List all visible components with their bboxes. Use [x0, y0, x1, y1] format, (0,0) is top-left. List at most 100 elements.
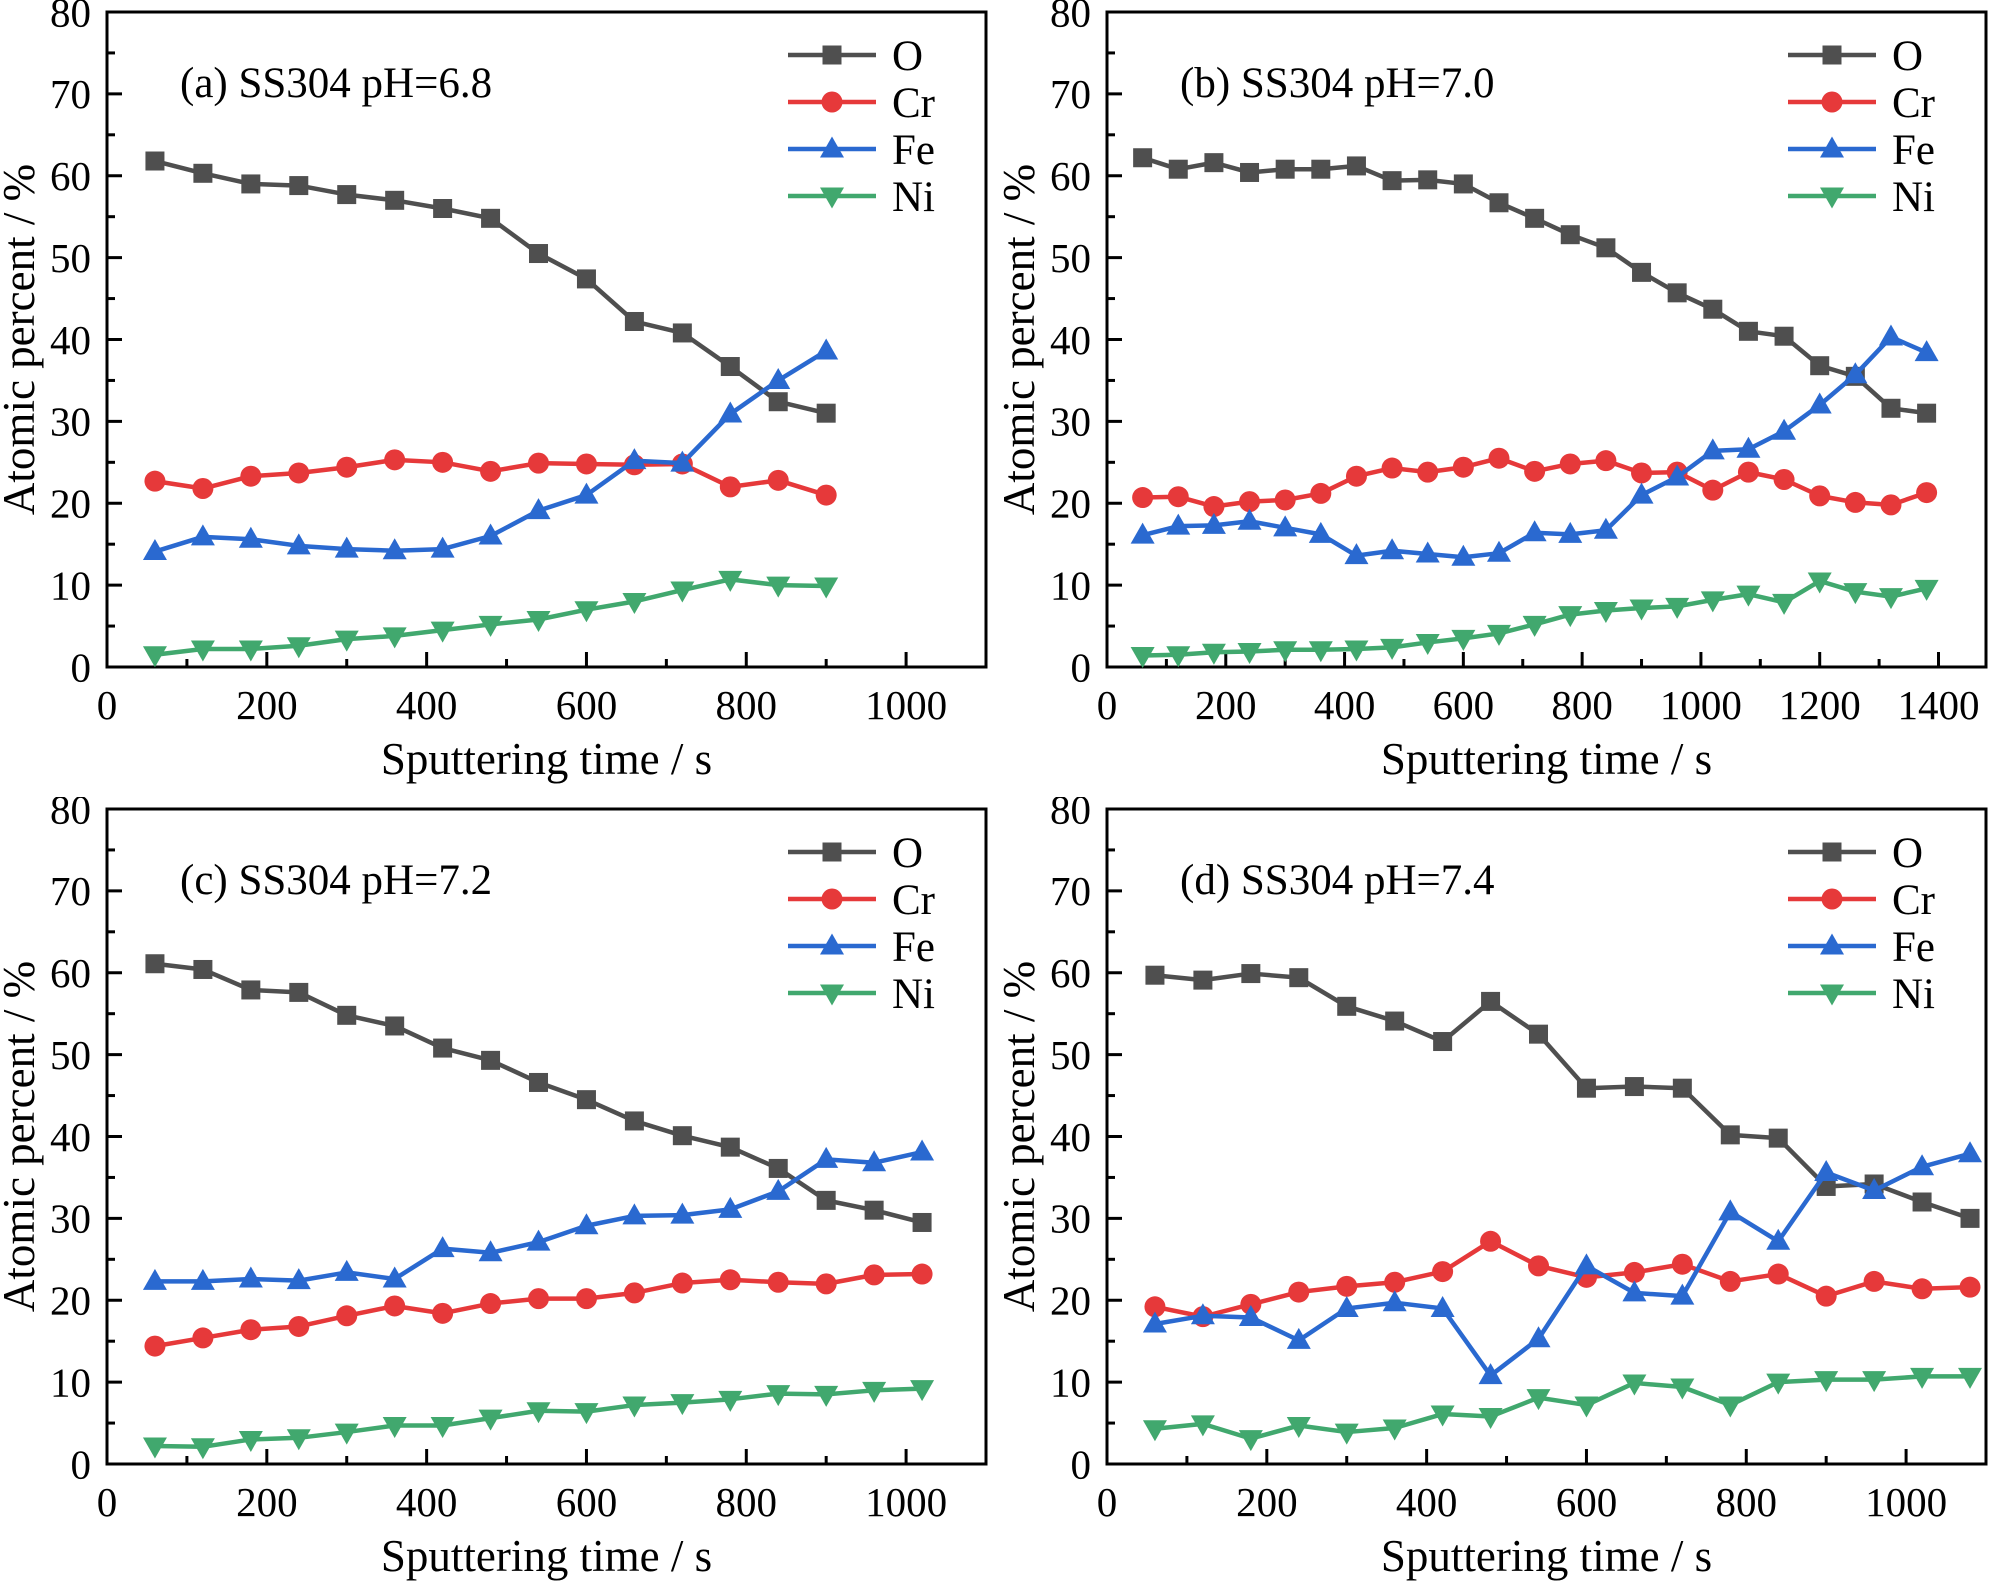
legend-marker-Cr [1821, 888, 1843, 910]
y-tick-label: 40 [50, 317, 91, 363]
series-O-point [624, 1111, 644, 1131]
series-Ni-point [622, 593, 647, 614]
series-Ni-point [1130, 647, 1155, 669]
y-tick-label: 0 [1071, 1441, 1092, 1487]
series-Cr-point [1167, 486, 1189, 508]
series-Fe-point [1142, 1311, 1167, 1333]
series-Fe-point [1914, 340, 1939, 362]
y-tick-label: 70 [50, 71, 91, 117]
series-Fe-point [526, 498, 551, 520]
legend-label-Fe: Fe [1892, 924, 1935, 971]
series-Fe-point [1736, 436, 1761, 458]
series-Fe-point [1286, 1327, 1311, 1349]
series-Cr-point [1623, 1261, 1645, 1283]
series-Ni-point [1574, 1396, 1599, 1418]
series-Fe-point [1334, 1295, 1359, 1317]
series-Fe-point [814, 1146, 839, 1168]
y-tick-label: 40 [1050, 317, 1091, 363]
x-tick-label: 800 [716, 682, 778, 728]
series-O-point [193, 163, 213, 183]
x-tick-label: 0 [1097, 1479, 1118, 1525]
series-Cr-point [1524, 460, 1546, 482]
series-Cr-point [336, 1305, 358, 1327]
series-Ni-point [1382, 1419, 1407, 1441]
series-O-line [154, 961, 923, 1225]
series-Fe-line [154, 349, 828, 554]
series-O-point [1289, 968, 1309, 988]
series-Ni-point [142, 646, 167, 668]
series-Fe-point [1430, 1295, 1455, 1317]
series-Fe-point [1622, 1280, 1647, 1302]
series-Cr-point [1916, 482, 1938, 504]
series-Cr-point [1203, 496, 1225, 518]
series-O-point [816, 1190, 836, 1210]
series-Fe-point [1700, 438, 1725, 460]
series-Fe-point [1574, 1253, 1599, 1275]
series-Cr-point [1719, 1270, 1741, 1292]
series-O-point [145, 151, 165, 171]
y-tick-label: 10 [1050, 1359, 1091, 1405]
series-Fe-point [1958, 1141, 1983, 1163]
x-tick-label: 400 [1396, 1479, 1458, 1525]
series-O-point [1912, 1192, 1932, 1212]
series-Cr-point [1240, 1293, 1262, 1315]
x-tick-label: 400 [1314, 682, 1376, 728]
series-Ni-point [334, 630, 359, 652]
series-Cr-point [1595, 450, 1617, 472]
series-Cr-point [767, 469, 789, 491]
series-Ni-point [1522, 615, 1547, 637]
series-O-point [672, 1126, 692, 1146]
series-Cr-point [192, 1327, 214, 1349]
series-O-point [1193, 970, 1213, 990]
series-O-point [624, 311, 644, 331]
series-Fe-point [718, 401, 743, 423]
y-tick-label: 60 [50, 950, 91, 996]
series-O-point [1481, 991, 1501, 1011]
series-O-point [1382, 171, 1402, 191]
x-tick-label: 600 [556, 682, 618, 728]
x-tick-label: 0 [97, 1479, 118, 1525]
series-O-point [720, 1137, 740, 1157]
series-Cr-point [1528, 1255, 1550, 1277]
series-Ni-point [1914, 579, 1939, 601]
series-Cr-point [1310, 482, 1332, 504]
series-Ni-point [286, 637, 311, 659]
x-axis-title: Sputtering time / s [1381, 1531, 1712, 1581]
series-Cr-point [1452, 456, 1474, 478]
series-O-point [145, 954, 165, 974]
series-Ni-point [190, 1438, 215, 1460]
series-Cr-point [815, 484, 837, 506]
x-tick-label: 1000 [1865, 1479, 1947, 1525]
series-Ni-point [574, 601, 599, 623]
series-Ni-point [430, 621, 455, 643]
series-O-point [337, 1005, 357, 1025]
series-Ni-point [1526, 1389, 1551, 1411]
x-axis-title: Sputtering time / s [1381, 734, 1712, 784]
series-Ni-point [1478, 1408, 1503, 1430]
series-Ni-point [526, 1402, 551, 1424]
series-O-point [1346, 156, 1366, 176]
legend-marker-Ni [820, 187, 844, 209]
series-Fe-point [1190, 1303, 1215, 1325]
series-Ni-point [1142, 1420, 1167, 1442]
x-tick-label: 1200 [1779, 682, 1861, 728]
series-Fe-point [1814, 1160, 1839, 1182]
series-Cr-point [1631, 462, 1653, 484]
series-O-point [433, 199, 453, 218]
series-Cr-point [432, 1302, 454, 1324]
plot-frame [1105, 807, 1988, 1466]
series-Ni-point [1486, 624, 1511, 646]
plot-frame [105, 10, 988, 669]
y-tick-label: 50 [1050, 1032, 1091, 1078]
y-axis-title: Atomic percent / % [1000, 961, 1044, 1312]
x-tick-label: 200 [1195, 682, 1257, 728]
series-Cr-point [1144, 1296, 1166, 1318]
series-Ni-point [718, 1390, 743, 1412]
series-O-point [816, 403, 836, 423]
legend-label-Cr: Cr [892, 877, 935, 924]
series-Ni-point [1910, 1367, 1935, 1389]
series-Cr-point [863, 1264, 885, 1286]
series-Fe-point [286, 1268, 311, 1290]
series-Fe-point [526, 1229, 551, 1251]
